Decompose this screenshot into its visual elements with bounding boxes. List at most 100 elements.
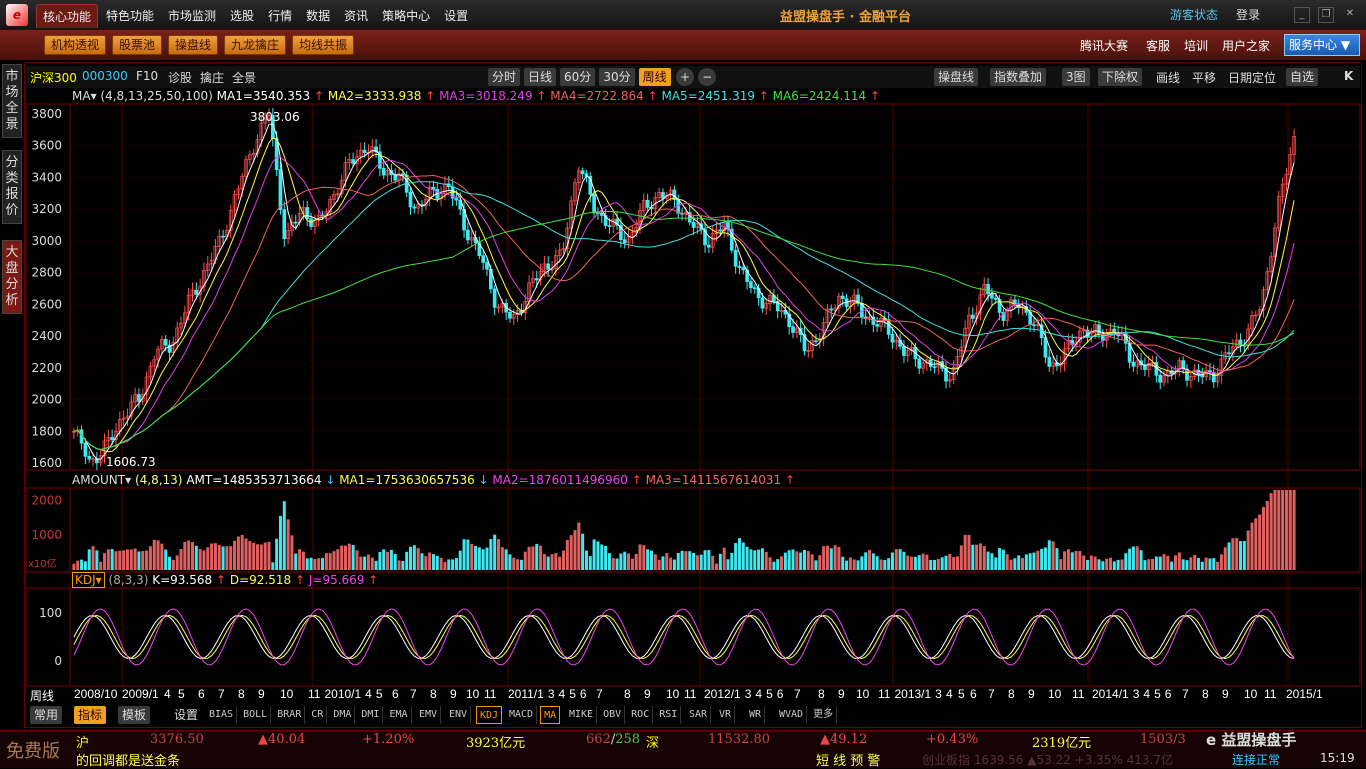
chart-tool-5[interactable]: 平移 (1192, 71, 1217, 85)
indicator-group-0[interactable]: 常用 (30, 706, 63, 724)
indicator-tab-ema[interactable]: EMA (386, 706, 412, 724)
volume-bar (366, 554, 370, 570)
top-link-2[interactable]: 培训 (1184, 39, 1209, 53)
indicator-group-2[interactable]: 模板 (118, 706, 151, 724)
indicator-tab-boll[interactable]: BOLL (240, 706, 272, 724)
chart-tool-3[interactable]: 下除权 (1098, 68, 1143, 86)
volume-bar (615, 558, 619, 570)
period-1[interactable]: 日线 (524, 68, 557, 86)
chart-tool-0[interactable]: 操盘线 (934, 68, 979, 86)
guest-status-link[interactable]: 游客状态 (1170, 8, 1219, 22)
indicator-tab-obv[interactable]: OBV (600, 706, 626, 724)
menu-5[interactable]: 数据 (306, 9, 331, 23)
indicator-tab-kdj[interactable]: KDJ (476, 706, 503, 724)
menu-8[interactable]: 设置 (444, 9, 469, 23)
indicator-tab-sar[interactable]: SAR (686, 706, 712, 724)
volume-bar (1204, 557, 1208, 570)
indicator-tab-mike[interactable]: MIKE (566, 706, 598, 724)
menu-7[interactable]: 策略中心 (382, 9, 431, 23)
menu-2[interactable]: 市场监测 (168, 9, 217, 23)
k-icon[interactable]: K (1344, 69, 1354, 83)
menu-4[interactable]: 行情 (268, 9, 293, 23)
date-label[interactable]: 周线 (30, 689, 55, 703)
volume-bar (424, 556, 428, 570)
chart-tool-7[interactable]: 自选 (1286, 68, 1319, 86)
indicator-tab-wr[interactable]: WR (746, 706, 766, 724)
volume-bar (948, 553, 952, 570)
indicator-tab-ma[interactable]: MA (540, 706, 561, 724)
chart-tool-1[interactable]: 指数叠加 (990, 68, 1047, 86)
candle-body (286, 230, 290, 239)
volume-bar (477, 547, 481, 570)
indicator-tab-dmi[interactable]: DMI (358, 706, 384, 724)
side-tab-0[interactable]: 市场全景 (2, 64, 22, 138)
indicator-tab-更多[interactable]: 更多 (810, 706, 838, 724)
amount-legend: AMOUNT▾ (4,8,13) AMT=1485353713664 ↓ MA1… (72, 473, 795, 487)
volume-bar (676, 552, 680, 570)
feature-button-0[interactable]: 机构透视 (44, 35, 107, 55)
indicator-group-1[interactable]: 指标 (74, 706, 107, 724)
up-arrow-icon: ↑ (364, 573, 379, 587)
indicator-tab-cr[interactable]: CR (308, 706, 328, 724)
period-2[interactable]: 60分 (560, 68, 596, 86)
volume-bar (684, 551, 688, 570)
menu-3[interactable]: 选股 (230, 9, 255, 23)
amount-selector[interactable]: AMOUNT (72, 473, 126, 487)
login-link[interactable]: 登录 (1236, 8, 1261, 22)
period-0[interactable]: 分时 (488, 68, 521, 86)
indicator-tab-macd[interactable]: MACD (506, 706, 538, 724)
zoom-in-button[interactable]: + (676, 68, 695, 86)
chart-tool-2[interactable]: 3图 (1062, 68, 1090, 86)
top-link-3[interactable]: 用户之家 (1222, 39, 1271, 53)
volume-bar (275, 538, 279, 570)
feature-button-3[interactable]: 九龙擒庄 (224, 35, 287, 55)
feature-button-4[interactable]: 均线共振 (292, 35, 355, 55)
indicator-tab-bias[interactable]: BIAS (206, 706, 238, 724)
indicator-tab-vr[interactable]: VR (716, 706, 736, 724)
restore-icon[interactable]: ❐ (1318, 7, 1334, 23)
chart-tool-4[interactable]: 画线 (1156, 71, 1181, 85)
close-icon[interactable]: ✕ (1345, 8, 1355, 19)
side-tab-1[interactable]: 分类报价 (2, 150, 22, 224)
menu-1[interactable]: 特色功能 (106, 9, 155, 23)
zoom-out-button[interactable]: − (698, 68, 717, 86)
indicator-tab-env[interactable]: ENV (446, 706, 472, 724)
news-ticker[interactable]: 的回调都是送金条 (76, 754, 181, 769)
volume-bar (458, 550, 462, 570)
short-alert[interactable]: 短 线 预 警 (816, 754, 881, 769)
service-center-button[interactable]: 服务中心 ▼ (1284, 34, 1360, 56)
indicator-tab-roc[interactable]: ROC (628, 706, 654, 724)
ma-value-1: MA2=3333.938 (327, 89, 422, 103)
indicator-tab-rsi[interactable]: RSI (656, 706, 682, 724)
volume-bar (791, 549, 795, 570)
kdj-selector[interactable]: KDJ▾ (72, 572, 105, 588)
volume-bar (1227, 542, 1231, 570)
feature-button-2[interactable]: 操盘线 (168, 35, 219, 55)
chart-tool-6[interactable]: 日期定位 (1228, 71, 1277, 85)
chart-link-1[interactable]: 诊股 (168, 71, 193, 85)
top-link-0[interactable]: 腾讯大赛 (1080, 39, 1129, 53)
chart-link-2[interactable]: 擒庄 (200, 71, 225, 85)
indicator-tab-wvad[interactable]: WVAD (776, 706, 808, 724)
ma-selector[interactable]: MA (72, 89, 91, 103)
ma-line-3 (73, 156, 1295, 451)
settings-link[interactable]: 设置 (174, 708, 199, 722)
candle-body (588, 175, 593, 195)
period-4[interactable]: 周线 (638, 68, 671, 86)
indicator-tab-emv[interactable]: EMV (416, 706, 442, 724)
indicator-tab-dma[interactable]: DMA (330, 706, 356, 724)
menu-6[interactable]: 资讯 (344, 9, 369, 23)
minimize-icon[interactable]: _ (1294, 7, 1310, 23)
volume-bar (420, 553, 424, 570)
chart-link-0[interactable]: F10 (136, 69, 159, 83)
candle-body (186, 294, 191, 314)
period-3[interactable]: 30分 (599, 68, 635, 86)
top-link-1[interactable]: 客服 (1146, 39, 1171, 53)
menu-0[interactable]: 核心功能 (36, 4, 99, 28)
indicator-tab-brar[interactable]: BRAR (274, 706, 306, 724)
feature-button-1[interactable]: 股票池 (112, 35, 163, 55)
chart-link-3[interactable]: 全景 (232, 71, 257, 85)
side-tab-2[interactable]: 大盘分析 (2, 240, 22, 314)
candle-body (580, 170, 585, 175)
